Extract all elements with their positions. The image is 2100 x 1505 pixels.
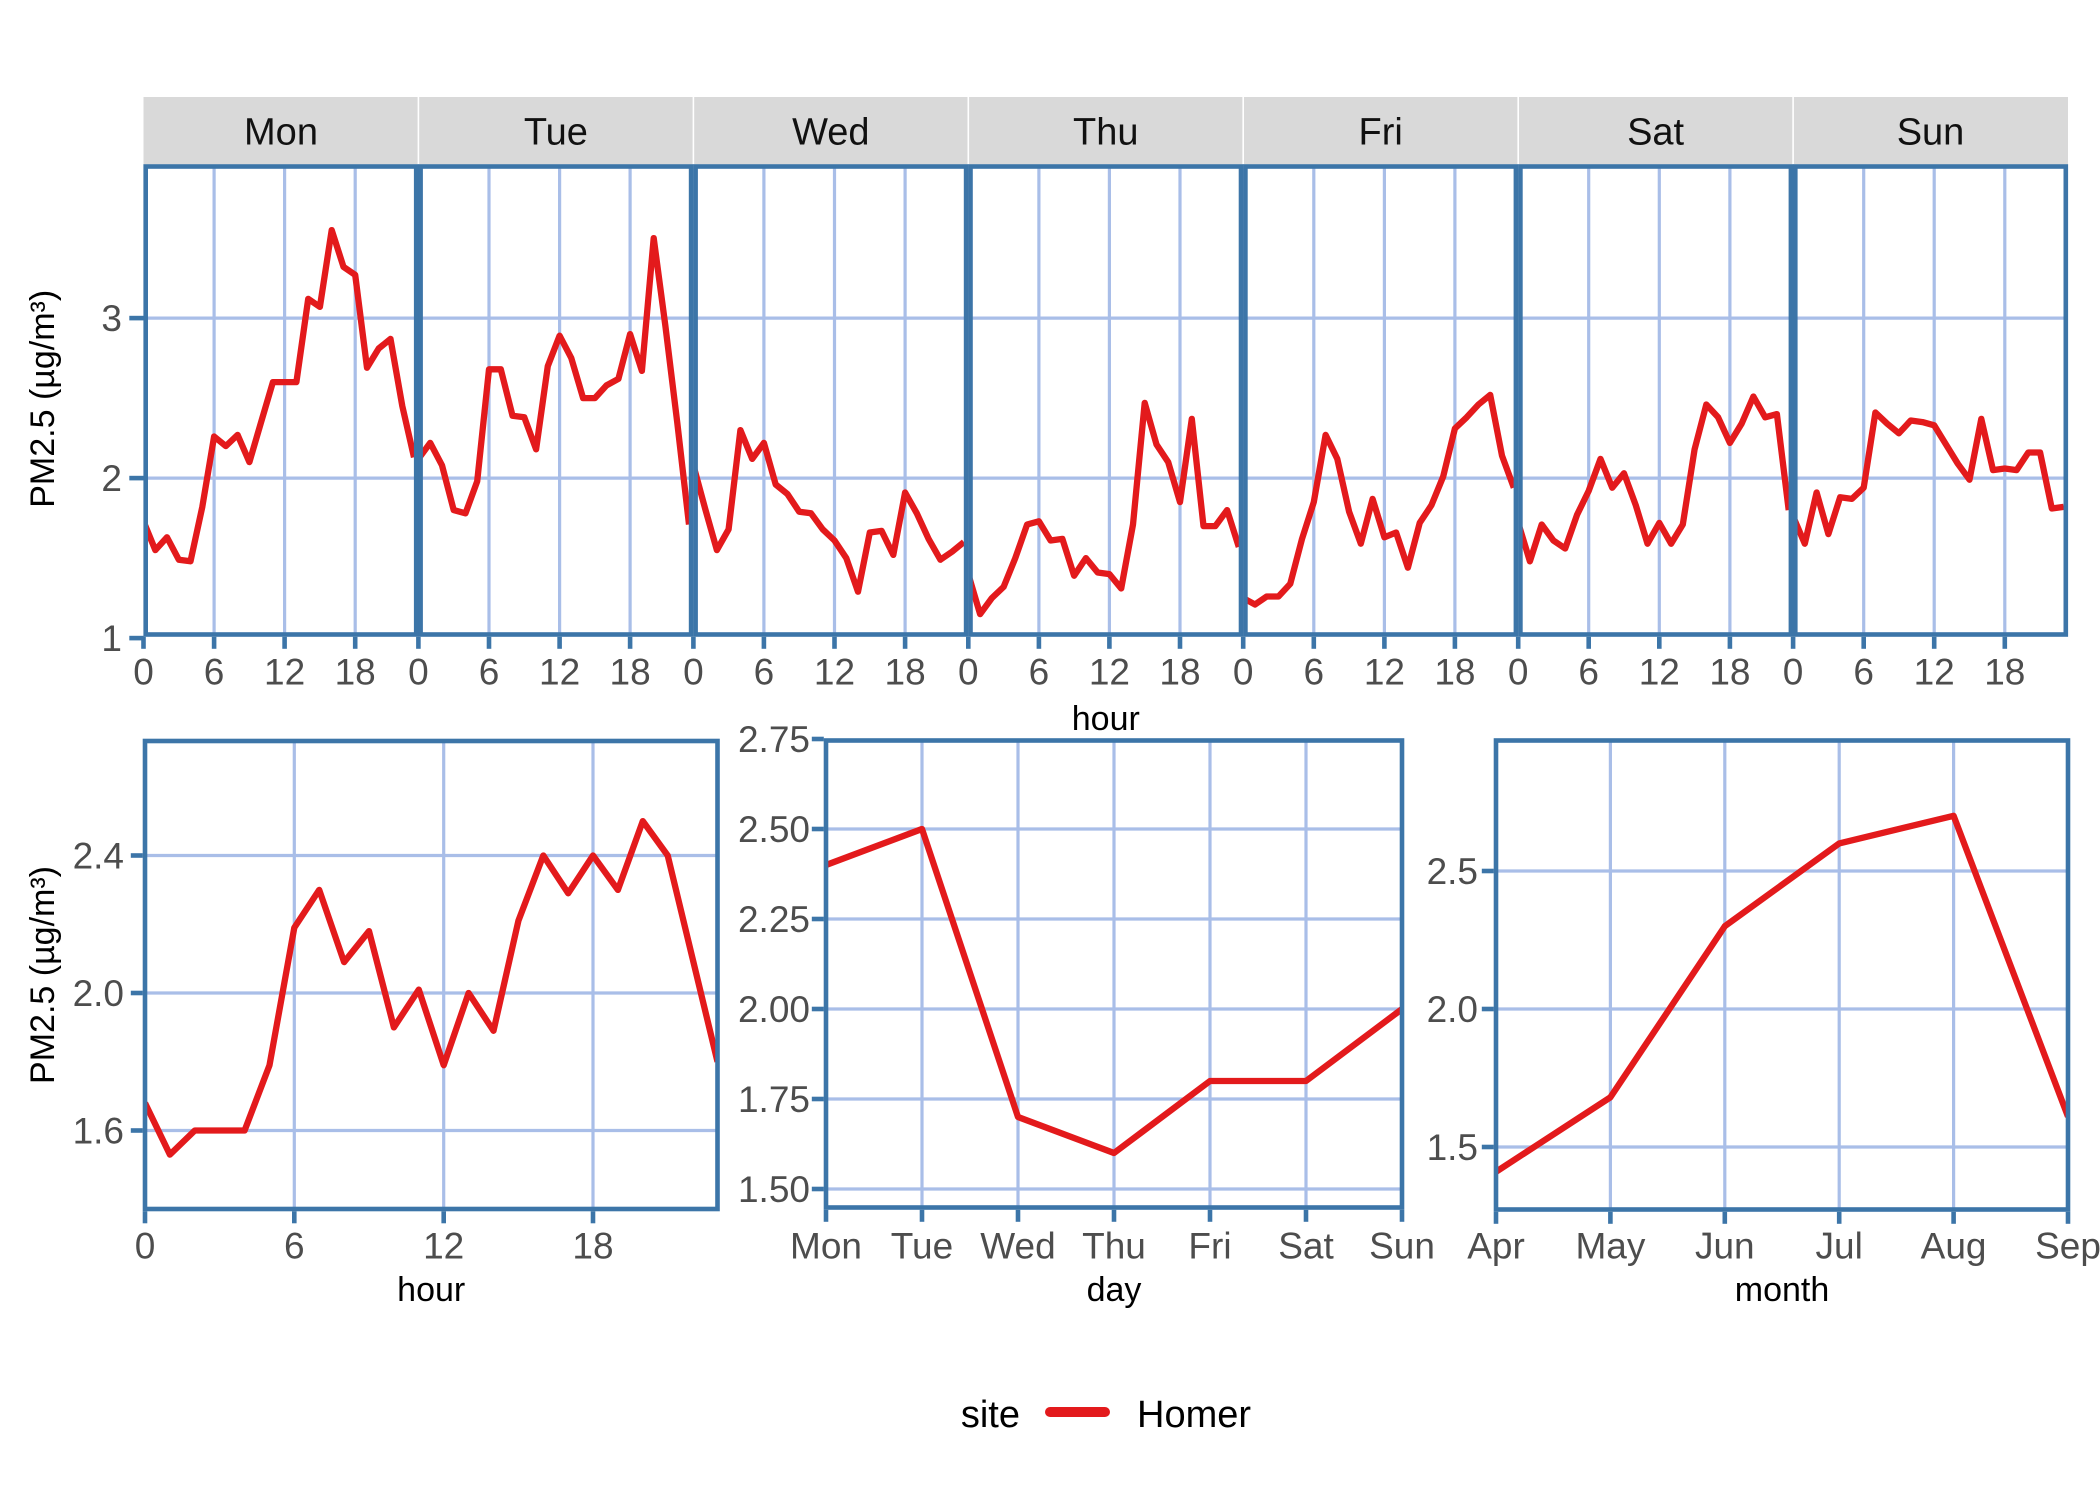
svg-text:Thu: Thu (1073, 112, 1138, 154)
svg-text:2: 2 (101, 458, 122, 499)
svg-text:PM2.5 (µg/m³): PM2.5 (µg/m³) (24, 290, 62, 508)
svg-text:18: 18 (1984, 652, 2025, 693)
svg-text:0: 0 (408, 652, 429, 693)
svg-text:2.75: 2.75 (738, 719, 810, 760)
svg-text:6: 6 (284, 1226, 305, 1267)
svg-text:1.75: 1.75 (738, 1079, 810, 1120)
svg-text:Wed: Wed (980, 1226, 1055, 1267)
svg-text:1.5: 1.5 (1427, 1127, 1478, 1168)
svg-text:Fri: Fri (1188, 1226, 1231, 1267)
svg-text:2.00: 2.00 (738, 989, 810, 1030)
svg-text:12: 12 (1914, 652, 1955, 693)
svg-text:0: 0 (1783, 652, 1804, 693)
svg-text:day: day (1087, 1271, 1142, 1309)
svg-text:12: 12 (1089, 652, 1130, 693)
svg-text:hour: hour (1072, 700, 1140, 738)
svg-text:PM2.5 (µg/m³): PM2.5 (µg/m³) (24, 866, 62, 1084)
svg-text:Jun: Jun (1695, 1226, 1755, 1267)
svg-text:12: 12 (264, 652, 305, 693)
svg-text:Thu: Thu (1082, 1226, 1146, 1267)
svg-text:18: 18 (1434, 652, 1475, 693)
svg-text:2.0: 2.0 (73, 973, 124, 1014)
svg-text:6: 6 (754, 652, 775, 693)
svg-text:site: site (961, 1394, 1020, 1436)
svg-text:Sun: Sun (1897, 112, 1965, 154)
svg-text:Apr: Apr (1467, 1226, 1525, 1267)
svg-text:1.6: 1.6 (73, 1111, 124, 1152)
svg-text:Mon: Mon (244, 112, 318, 154)
svg-text:18: 18 (1159, 652, 1200, 693)
svg-text:Aug: Aug (1921, 1226, 1987, 1267)
svg-text:18: 18 (1709, 652, 1750, 693)
svg-text:18: 18 (885, 652, 926, 693)
svg-text:2.4: 2.4 (73, 836, 124, 877)
svg-text:Sep: Sep (2035, 1226, 2100, 1267)
svg-text:Sun: Sun (1369, 1226, 1435, 1267)
svg-text:Tue: Tue (524, 112, 588, 154)
svg-text:Wed: Wed (792, 112, 869, 154)
svg-text:Mon: Mon (790, 1226, 862, 1267)
svg-text:2.25: 2.25 (738, 899, 810, 940)
svg-text:18: 18 (610, 652, 651, 693)
svg-text:0: 0 (1508, 652, 1529, 693)
svg-text:12: 12 (1639, 652, 1680, 693)
svg-text:2.5: 2.5 (1427, 851, 1478, 892)
svg-text:0: 0 (683, 652, 704, 693)
svg-text:2.0: 2.0 (1427, 989, 1478, 1030)
svg-text:Sat: Sat (1278, 1226, 1334, 1267)
svg-text:6: 6 (1578, 652, 1599, 693)
svg-text:3: 3 (101, 298, 122, 339)
svg-text:6: 6 (1029, 652, 1050, 693)
svg-text:6: 6 (1853, 652, 1874, 693)
svg-text:0: 0 (133, 652, 154, 693)
svg-text:18: 18 (572, 1226, 613, 1267)
svg-text:18: 18 (335, 652, 376, 693)
svg-text:6: 6 (204, 652, 225, 693)
svg-text:hour: hour (397, 1271, 465, 1309)
svg-text:12: 12 (423, 1226, 464, 1267)
svg-text:Fri: Fri (1359, 112, 1403, 154)
svg-text:12: 12 (814, 652, 855, 693)
svg-text:0: 0 (135, 1226, 156, 1267)
svg-text:1: 1 (101, 618, 122, 659)
svg-text:Tue: Tue (891, 1226, 953, 1267)
svg-text:6: 6 (479, 652, 500, 693)
svg-text:0: 0 (1233, 652, 1254, 693)
svg-text:2.50: 2.50 (738, 809, 810, 850)
svg-text:month: month (1735, 1271, 1830, 1309)
svg-text:Homer: Homer (1137, 1394, 1251, 1436)
svg-text:12: 12 (1364, 652, 1405, 693)
svg-text:1.50: 1.50 (738, 1169, 810, 1210)
svg-text:May: May (1575, 1226, 1645, 1267)
svg-text:Jul: Jul (1816, 1226, 1863, 1267)
svg-text:Sat: Sat (1627, 112, 1684, 154)
svg-text:6: 6 (1304, 652, 1325, 693)
svg-text:0: 0 (958, 652, 979, 693)
svg-text:12: 12 (539, 652, 580, 693)
